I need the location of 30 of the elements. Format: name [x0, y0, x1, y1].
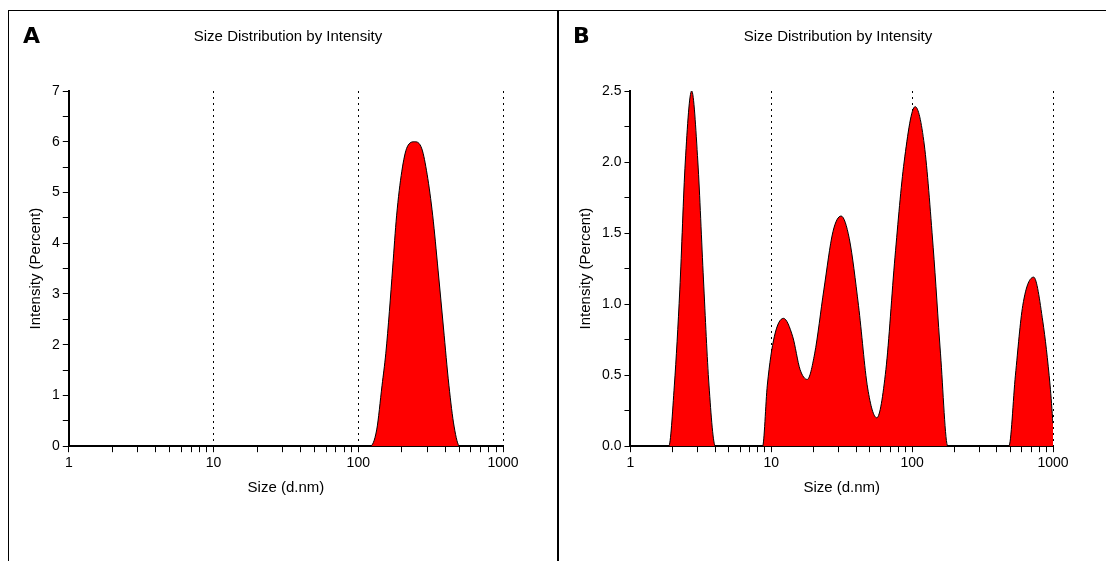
x-tick-label: 100 [900, 454, 925, 471]
x-tick-label: 1 [64, 454, 73, 471]
y-tick-label: 4 [51, 234, 60, 251]
x-tick-label: 1 [626, 454, 635, 471]
y-tick-label: 1.0 [601, 294, 622, 311]
y-tick-label: 2.5 [601, 81, 622, 98]
y-tick-label: 1.5 [601, 223, 622, 240]
chart-title: Size Distribution by Intensity [193, 27, 383, 44]
y-tick-label: 0.5 [601, 366, 622, 383]
x-tick-label: 1000 [487, 454, 519, 471]
y-axis-title: Intensity (Percent) [26, 207, 44, 330]
y-tick-label: 6 [51, 132, 60, 149]
text: A [23, 23, 41, 48]
y-tick-label: 7 [51, 81, 60, 98]
x-tick-label: 1000 [1037, 454, 1069, 471]
chart-title: Size Distribution by Intensity [743, 27, 933, 44]
y-tick-label: 1 [51, 386, 60, 403]
x-tick-label: 10 [763, 454, 780, 471]
y-tick-label: 3 [51, 284, 60, 301]
y-axis-title: Intensity (Percent) [576, 207, 594, 330]
y-tick-label: 5 [51, 183, 60, 200]
y-tick-label: 2 [51, 335, 60, 352]
y-tick-label: 0 [51, 437, 60, 454]
y-tick-label: 2.0 [601, 152, 622, 169]
x-tick-label: 100 [346, 454, 371, 471]
x-axis-title: Size (d.nm) [803, 478, 881, 496]
text: B [573, 23, 590, 48]
y-tick-label: 0.0 [601, 437, 622, 454]
x-tick-label: 10 [205, 454, 222, 471]
x-axis-title: Size (d.nm) [247, 478, 325, 496]
